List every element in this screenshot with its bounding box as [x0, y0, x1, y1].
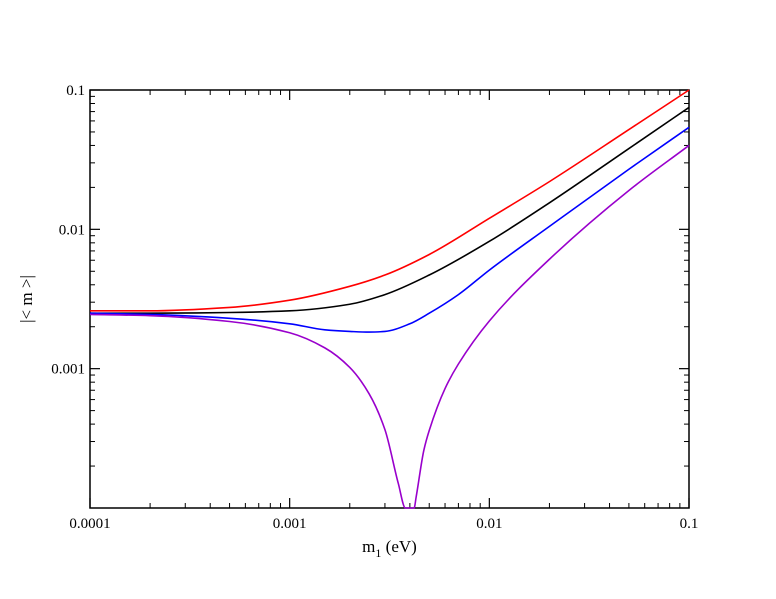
y-tick-label: 0.001 [51, 362, 85, 378]
y-tick-label: 0.01 [59, 222, 85, 238]
plot-frame [89, 89, 690, 509]
labels-layer: 0.0001 0.001 0.01 0.1 0.001 0.01 0.1 [51, 83, 698, 532]
y-axis-title: |< m >| [17, 275, 36, 323]
series-line-2 [90, 106, 690, 315]
series-layer [89, 89, 690, 509]
x-tick-label: 0.001 [273, 516, 307, 532]
x-tick-label: 0.01 [476, 516, 502, 532]
ticks-layer [89, 89, 690, 508]
x-tick-label: 0.0001 [69, 516, 110, 532]
series-line-3 [89, 126, 690, 333]
y-tick-label: 0.1 [66, 83, 85, 99]
x-axis-title: m1 (eV) [362, 537, 417, 560]
x-tick-label: 0.1 [680, 516, 699, 532]
series-line-1 [89, 89, 690, 312]
series-line-4 [89, 144, 690, 509]
